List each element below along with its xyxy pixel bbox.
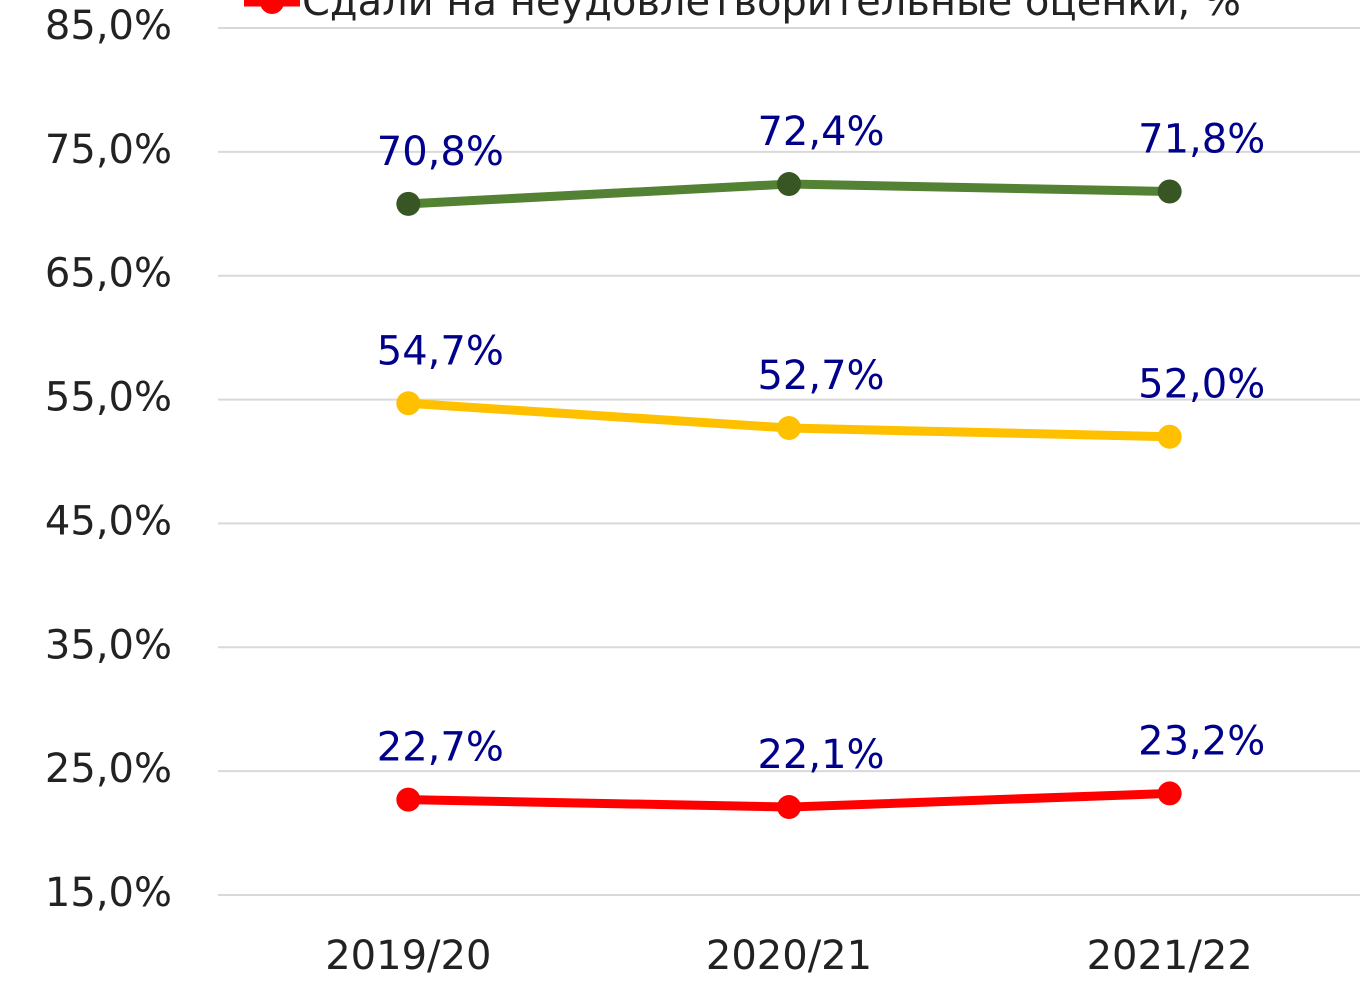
marker — [777, 795, 801, 820]
data-label: 72,4% — [757, 109, 884, 155]
legend-marker — [260, 0, 284, 14]
data-label: 71,8% — [1138, 116, 1265, 162]
data-label: 23,2% — [1138, 718, 1265, 764]
marker — [777, 172, 801, 197]
y-tick-label: 25,0% — [45, 746, 172, 792]
data-label: 22,1% — [757, 732, 884, 778]
x-tick-label: 2021/22 — [1087, 933, 1253, 979]
legend-label: Сдали на неудовлетворительные оценки, % — [302, 0, 1241, 25]
marker — [1157, 179, 1182, 204]
y-tick-label: 55,0% — [45, 375, 172, 421]
marker — [1157, 424, 1182, 449]
marker — [777, 416, 801, 441]
marker — [396, 787, 421, 812]
x-tick-label: 2020/21 — [706, 933, 872, 979]
data-label: 54,7% — [377, 328, 504, 374]
y-tick-label: 65,0% — [45, 251, 172, 297]
data-label: 70,8% — [377, 129, 504, 175]
y-tick-label: 75,0% — [45, 127, 172, 173]
y-tick-label: 45,0% — [45, 498, 172, 544]
marker — [396, 191, 421, 216]
marker — [396, 391, 421, 416]
x-tick-label: 2019/20 — [325, 933, 491, 979]
data-label: 52,0% — [1138, 362, 1265, 408]
y-tick-label: 15,0% — [45, 870, 172, 916]
data-label: 22,7% — [377, 725, 504, 771]
marker — [1157, 781, 1182, 806]
y-tick-label: 85,0% — [45, 3, 172, 49]
data-label: 52,7% — [757, 353, 884, 399]
y-tick-label: 35,0% — [45, 622, 172, 668]
